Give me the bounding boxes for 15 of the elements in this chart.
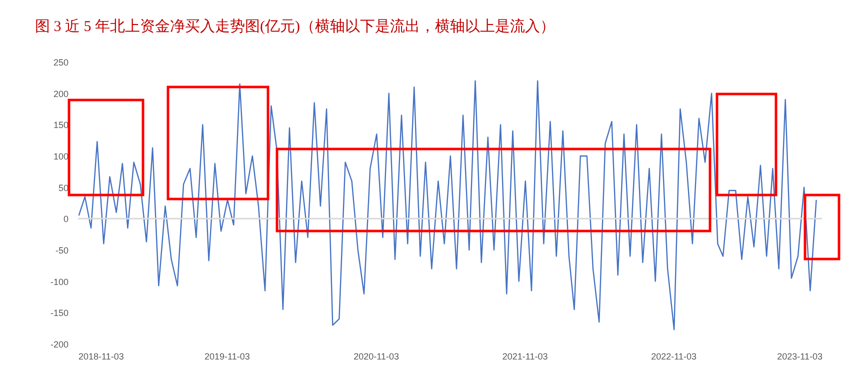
x-tick-label: 2019-11-03 (204, 352, 250, 362)
x-tick-label: 2022-11-03 (651, 352, 696, 362)
x-tick-label: 2018-11-03 (78, 352, 124, 362)
y-tick-label: -50 (55, 246, 68, 256)
x-tick-label: 2021-11-03 (502, 352, 548, 362)
y-tick-label: 200 (53, 88, 68, 99)
y-tick-label: -100 (50, 276, 68, 287)
y-tick-label: 0 (63, 214, 68, 224)
y-tick-label: -200 (50, 340, 68, 350)
chart-title: 图 3 近 5 年北上资金净买入走势图(亿元)（横轴以下是流出，横轴以上是流入） (34, 18, 555, 35)
x-tick-label: 2020-11-03 (354, 352, 400, 362)
y-tick-label: 250 (53, 58, 68, 68)
line-series (78, 80, 817, 330)
y-tick-label: -150 (50, 308, 68, 318)
x-tick-label: 2023-11-03 (777, 352, 822, 362)
